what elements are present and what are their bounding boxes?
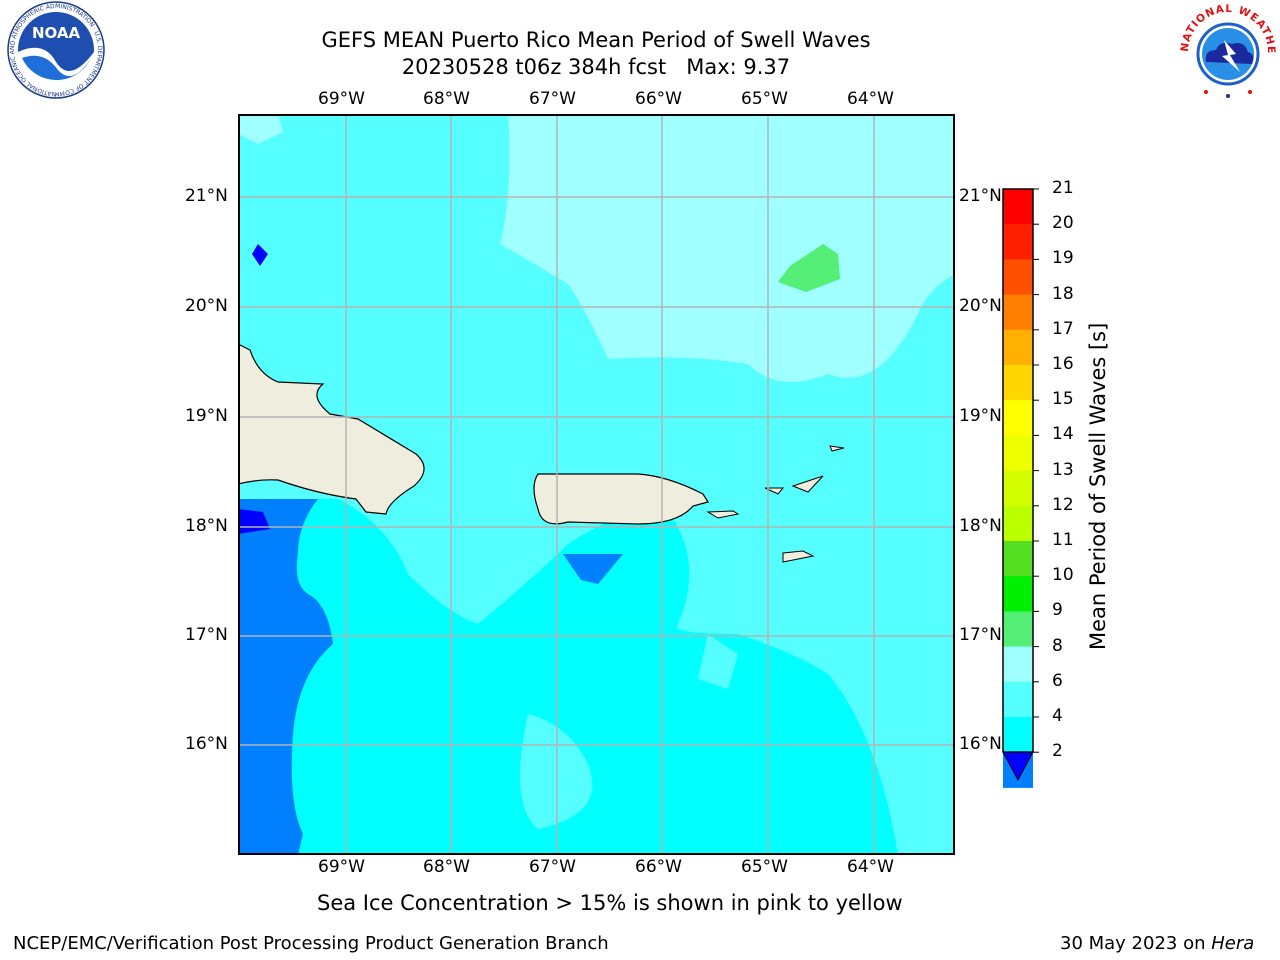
lat-label-right: 20°N (959, 296, 1002, 316)
colorbar-bin (1003, 576, 1033, 612)
vieques-island (706, 510, 740, 519)
lon-label-bottom: 66°W (635, 857, 682, 877)
colorbar-bin (1003, 400, 1033, 436)
noaa-logo-text: NOAA (32, 24, 81, 42)
chart-subtitle: 20230528 t06z 384h fcst Max: 9.37 (401, 55, 791, 79)
lon-label-bottom: 65°W (741, 857, 788, 877)
lat-label-right: 17°N (959, 625, 1002, 645)
footer-host: Hera (1211, 933, 1255, 954)
field-9-10s (778, 244, 840, 292)
footer-date: 30 May 2023 on (1060, 933, 1212, 954)
lat-label-right: 19°N (959, 406, 1002, 426)
colorbar-tick-label: 8 (1052, 635, 1063, 656)
colorbar-bin (1003, 470, 1033, 507)
colorbar-tick-label: 14 (1052, 424, 1074, 445)
field-4-6s (238, 499, 898, 855)
lon-label-bottom: 69°W (318, 857, 365, 877)
lat-label-left: 21°N (185, 186, 228, 206)
map-plot (238, 114, 955, 855)
colorbar-tick-label: 10 (1052, 565, 1074, 586)
colorbar-tick-label: 19 (1052, 248, 1074, 269)
lat-label-right: 16°N (959, 734, 1002, 754)
footer-left-credit: NCEP/EMC/Verification Post Processing Pr… (13, 933, 609, 954)
colorbar-bin (1003, 646, 1033, 683)
colorbar-tick-label: 4 (1052, 706, 1063, 726)
colorbar-bin (1003, 294, 1033, 331)
lat-label-right: 21°N (959, 186, 1002, 206)
colorbar-tick-label: 21 (1052, 178, 1074, 198)
colorbar-bin (1003, 541, 1033, 577)
colorbar-bin (1003, 224, 1033, 260)
chart-title: GEFS MEAN Puerto Rico Mean Period of Swe… (321, 28, 871, 52)
lon-label-top: 68°W (423, 89, 470, 109)
footer-right-date: 30 May 2023 on Hera (1060, 933, 1254, 954)
colorbar-bin (1003, 365, 1033, 401)
lon-label-bottom: 64°W (847, 857, 894, 877)
grid-lines (238, 114, 955, 855)
colorbar-bin (1003, 717, 1033, 753)
colorbar-tick-label: 20 (1052, 213, 1074, 234)
lon-label-top: 69°W (318, 89, 365, 109)
lat-label-left: 16°N (185, 734, 228, 754)
sea-ice-note: Sea Ice Concentration > 15% is shown in … (317, 891, 903, 915)
colorbar-tick-label: 15 (1052, 389, 1074, 410)
field-8-9s (500, 114, 955, 382)
lon-label-top: 67°W (529, 89, 576, 109)
colorbar (1002, 188, 1039, 788)
lat-label-right: 18°N (959, 516, 1002, 536)
noaa-logo: NATIONAL OCEANIC AND ATMOSPHERIC ADMINIS… (4, 0, 105, 99)
lon-label-top: 66°W (635, 89, 682, 109)
colorbar-bin (1003, 329, 1033, 366)
colorbar-tick-label: 13 (1052, 459, 1074, 480)
lon-label-bottom: 67°W (529, 857, 576, 877)
lat-label-left: 20°N (185, 296, 228, 316)
colorbar-tick-label: 16 (1052, 354, 1074, 374)
colorbar-tick-label: 2 (1052, 741, 1063, 762)
colorbar-tick-label: 18 (1052, 283, 1074, 304)
lat-label-left: 18°N (185, 516, 228, 536)
field-2-4s (238, 499, 333, 855)
colorbar-tick-label: 17 (1052, 318, 1074, 339)
st-croix-island (782, 550, 815, 563)
colorbar-bin (1003, 435, 1033, 472)
colorbar-bin (1003, 505, 1033, 542)
colorbar-tick-label: 12 (1052, 494, 1074, 515)
colorbar-tick-label: 6 (1052, 670, 1063, 691)
lat-label-left: 19°N (185, 406, 228, 426)
colorbar-bin (1003, 189, 1033, 225)
colorbar-bin (1003, 611, 1033, 648)
land-masses (238, 343, 845, 563)
colorbar-tick-label: 9 (1052, 600, 1063, 621)
colorbar-label: Mean Period of Swell Waves [s] (1086, 322, 1110, 650)
virgin-islands (764, 487, 785, 495)
lon-label-bottom: 68°W (423, 857, 470, 877)
colorbar-bin (1003, 681, 1033, 718)
hispaniola-island (238, 343, 425, 515)
puerto-rico-island (533, 473, 709, 525)
map-frame (238, 114, 955, 855)
colorbar-tick-label: 11 (1052, 530, 1074, 550)
lat-label-left: 17°N (185, 625, 228, 645)
nws-logo: NATIONAL WEATHER SERVICE (1176, 0, 1276, 100)
lon-label-top: 65°W (741, 89, 788, 109)
colorbar-bin (1003, 259, 1033, 296)
lon-label-top: 64°W (847, 89, 894, 109)
